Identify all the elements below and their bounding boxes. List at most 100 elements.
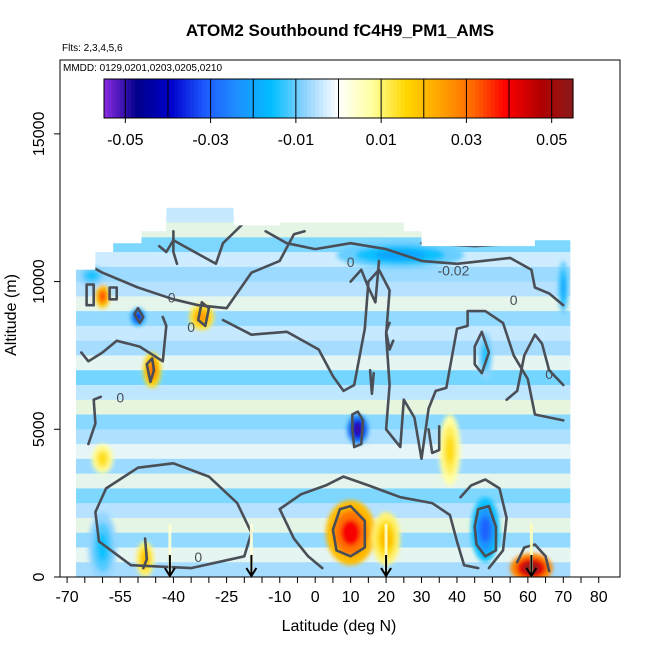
colorbar-cell bbox=[315, 79, 320, 118]
flights-note: Flts: 2,3,4,5,6 bbox=[62, 43, 123, 54]
colorbar-cell bbox=[545, 79, 551, 118]
colorbar-cell bbox=[272, 79, 277, 118]
contour-line bbox=[349, 259, 381, 304]
plot-frame bbox=[59, 59, 621, 578]
contour-line bbox=[221, 268, 565, 461]
contour-line bbox=[278, 507, 324, 570]
colorbar-cell bbox=[170, 79, 175, 118]
colorbar-cell bbox=[322, 79, 328, 118]
dates-note: MMDD: 0129,0201,0203,0205,0210 bbox=[63, 63, 222, 74]
contour-line bbox=[331, 504, 367, 558]
colorbar-cell bbox=[162, 79, 168, 118]
colorbar-cell bbox=[455, 79, 461, 118]
x-tick-label: 30 bbox=[413, 589, 431, 606]
heatmap-band bbox=[75, 340, 571, 356]
colorbar-cell bbox=[416, 79, 422, 118]
colorbar-cell bbox=[127, 79, 132, 118]
colorbar-cell bbox=[490, 79, 496, 118]
colorbar-cell bbox=[264, 79, 269, 118]
contour-line bbox=[157, 238, 175, 254]
x-axis: -70 -55 -40 -25 -10 0 10 20 30 40 50 60 70 80 bbox=[56, 577, 608, 606]
colorbar-cell bbox=[236, 79, 242, 118]
x-tick-label: 10 bbox=[342, 589, 360, 606]
colorbar-cell bbox=[377, 79, 383, 118]
colorbar-cell bbox=[197, 79, 203, 118]
x-tick-label: 40 bbox=[448, 589, 466, 606]
profile-strip bbox=[249, 523, 253, 577]
colorbar-cell bbox=[311, 79, 316, 118]
contour-line bbox=[87, 395, 103, 446]
colorbar-tick-label: 0.05 bbox=[536, 132, 567, 149]
heatmap-hotspot bbox=[340, 519, 361, 546]
colorbar-cell bbox=[350, 79, 355, 118]
colorbar-cell bbox=[299, 79, 304, 118]
colorbar-cell bbox=[342, 79, 347, 118]
x-tick-label: 20 bbox=[377, 589, 395, 606]
colorbar-cell bbox=[334, 79, 340, 118]
colorbar-cell bbox=[256, 79, 261, 118]
y-tick-label: 15000 bbox=[31, 112, 48, 157]
colorbar-cell bbox=[561, 79, 566, 118]
heatmap-band bbox=[75, 399, 571, 415]
colorbar-cell bbox=[526, 79, 531, 118]
profile-strip bbox=[168, 523, 172, 577]
colorbar-cell bbox=[514, 79, 519, 118]
colorbar-cell bbox=[283, 79, 289, 118]
colorbar-cell bbox=[209, 79, 215, 118]
colorbar-cell bbox=[397, 79, 402, 118]
colorbar-tick-label: 0.03 bbox=[451, 132, 482, 149]
contour-label: 0 bbox=[168, 289, 176, 305]
contour-label: 0 bbox=[116, 390, 124, 406]
profile-arrows bbox=[164, 555, 538, 578]
heatmap-band bbox=[75, 547, 571, 563]
colorbar-cell bbox=[338, 79, 344, 118]
colorbar-cell bbox=[240, 79, 246, 118]
heatmap-band bbox=[75, 237, 571, 253]
heatmap-hotspot bbox=[561, 276, 566, 299]
colorbar-cell bbox=[182, 79, 187, 118]
colorbar-cell bbox=[412, 79, 418, 118]
contour-line bbox=[196, 301, 211, 328]
x-tick-label: -70 bbox=[56, 589, 79, 606]
profile-arrow-head bbox=[164, 567, 176, 578]
colorbar-cell bbox=[424, 79, 429, 118]
x-tick-label: 80 bbox=[590, 589, 608, 606]
contour-line bbox=[351, 410, 365, 449]
colorbar-cell bbox=[131, 79, 136, 118]
colorbar-cell bbox=[483, 79, 488, 118]
contour-label: 0 bbox=[347, 254, 355, 270]
profile-arrow-head bbox=[525, 567, 538, 578]
colorbar-cell bbox=[451, 79, 457, 118]
heatmap-hotspot bbox=[98, 452, 107, 465]
heatmap-band bbox=[75, 325, 571, 341]
colorbar: -0.05 -0.03 -0.01 0.01 0.03 0.05 bbox=[103, 78, 574, 149]
contour-line bbox=[505, 333, 565, 401]
heatmap-band bbox=[75, 488, 571, 504]
colorbar-cell bbox=[354, 79, 359, 118]
x-axis-label: Latitude (deg N) bbox=[282, 618, 397, 635]
x-tick-label: 70 bbox=[554, 589, 572, 606]
contour-line bbox=[515, 543, 551, 573]
colorbar-cell bbox=[295, 79, 301, 118]
colorbar-cell bbox=[393, 79, 398, 118]
colorbar-cell bbox=[420, 79, 426, 118]
colorbar-cell bbox=[201, 79, 207, 118]
colorbar-cell bbox=[186, 79, 191, 118]
colorbar-cell bbox=[178, 79, 183, 118]
colorbar-cell bbox=[381, 79, 386, 118]
colorbar-cell bbox=[553, 79, 558, 118]
profile-strip bbox=[384, 523, 388, 577]
contour-line bbox=[172, 221, 246, 266]
contour-line bbox=[80, 230, 306, 310]
colorbar-cell bbox=[193, 79, 199, 118]
contour-line bbox=[172, 230, 179, 266]
y-tick-label: 5000 bbox=[31, 411, 48, 447]
x-tick-label: -25 bbox=[215, 589, 238, 606]
colorbar-cell bbox=[166, 79, 172, 118]
heatmap-band bbox=[75, 444, 571, 459]
contour-line bbox=[384, 321, 395, 351]
heatmap-band bbox=[75, 266, 571, 282]
contour-lines bbox=[80, 221, 565, 573]
